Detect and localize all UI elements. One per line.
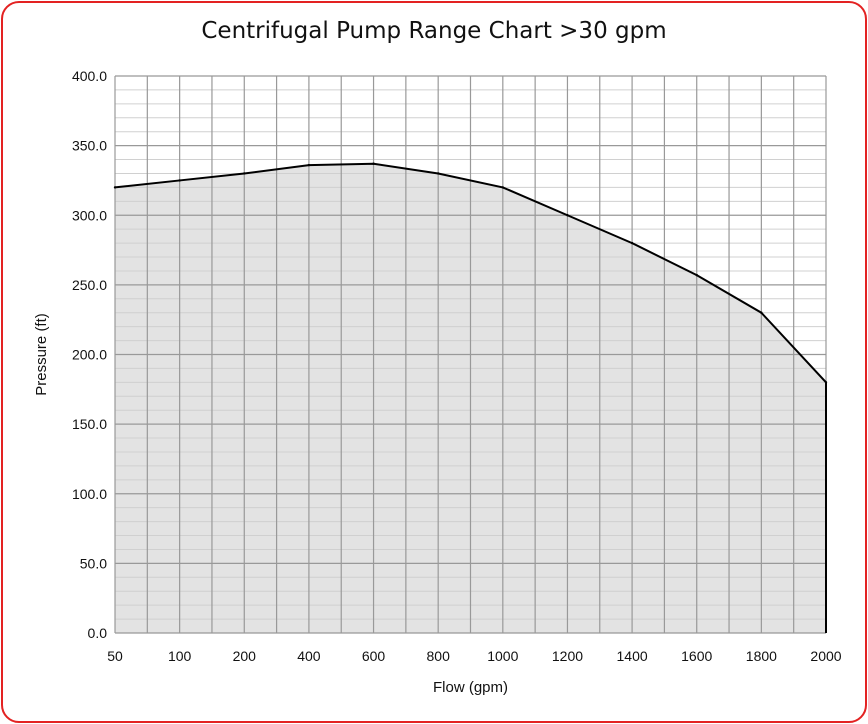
data-point — [695, 273, 698, 277]
x-tick-label: 50 — [107, 648, 123, 664]
x-tick-label: 1600 — [681, 648, 712, 664]
y-tick-label: 400.0 — [72, 68, 107, 84]
data-point — [760, 311, 763, 314]
y-tick-label: 300.0 — [72, 207, 107, 223]
data-point — [372, 162, 375, 165]
x-tick-label: 1400 — [617, 648, 648, 664]
data-point — [630, 241, 634, 245]
x-tick-label: 800 — [427, 648, 451, 664]
data-point — [566, 214, 569, 217]
x-tick-label: 1000 — [487, 648, 518, 664]
data-point — [113, 186, 117, 189]
data-point — [307, 163, 311, 167]
y-tick-label: 350.0 — [72, 138, 107, 154]
data-point — [824, 381, 828, 384]
x-tick-label: 100 — [168, 648, 192, 664]
y-tick-label: 250.0 — [72, 277, 107, 293]
plot-area: 0.0 50.0 100.0 150.0 200.0 250.0 300.0 350.0 400… — [72, 68, 842, 664]
data-point — [243, 172, 246, 175]
x-tick-label: 400 — [297, 648, 321, 664]
y-tick-label: 100.0 — [72, 486, 107, 502]
x-tick-label: 200 — [233, 648, 257, 664]
data-point — [178, 179, 181, 182]
data-point — [501, 186, 505, 189]
x-tick-label: 2000 — [810, 648, 841, 664]
x-tick-label: 600 — [362, 648, 386, 664]
y-tick-label: 50.0 — [80, 555, 107, 571]
y-axis-title: Pressure (ft) — [33, 313, 50, 396]
x-tick-label: 1800 — [746, 648, 777, 664]
x-axis-title: Flow (gpm) — [433, 679, 508, 696]
y-tick-label: 150.0 — [72, 416, 107, 432]
chart-title: Centrifugal Pump Range Chart >30 gpm — [201, 18, 667, 44]
y-tick-label: 200.0 — [72, 347, 107, 363]
data-point — [436, 172, 440, 175]
x-tick-label: 1200 — [552, 648, 583, 664]
y-tick-label: 0.0 — [88, 625, 108, 641]
series-line — [114, 162, 827, 384]
